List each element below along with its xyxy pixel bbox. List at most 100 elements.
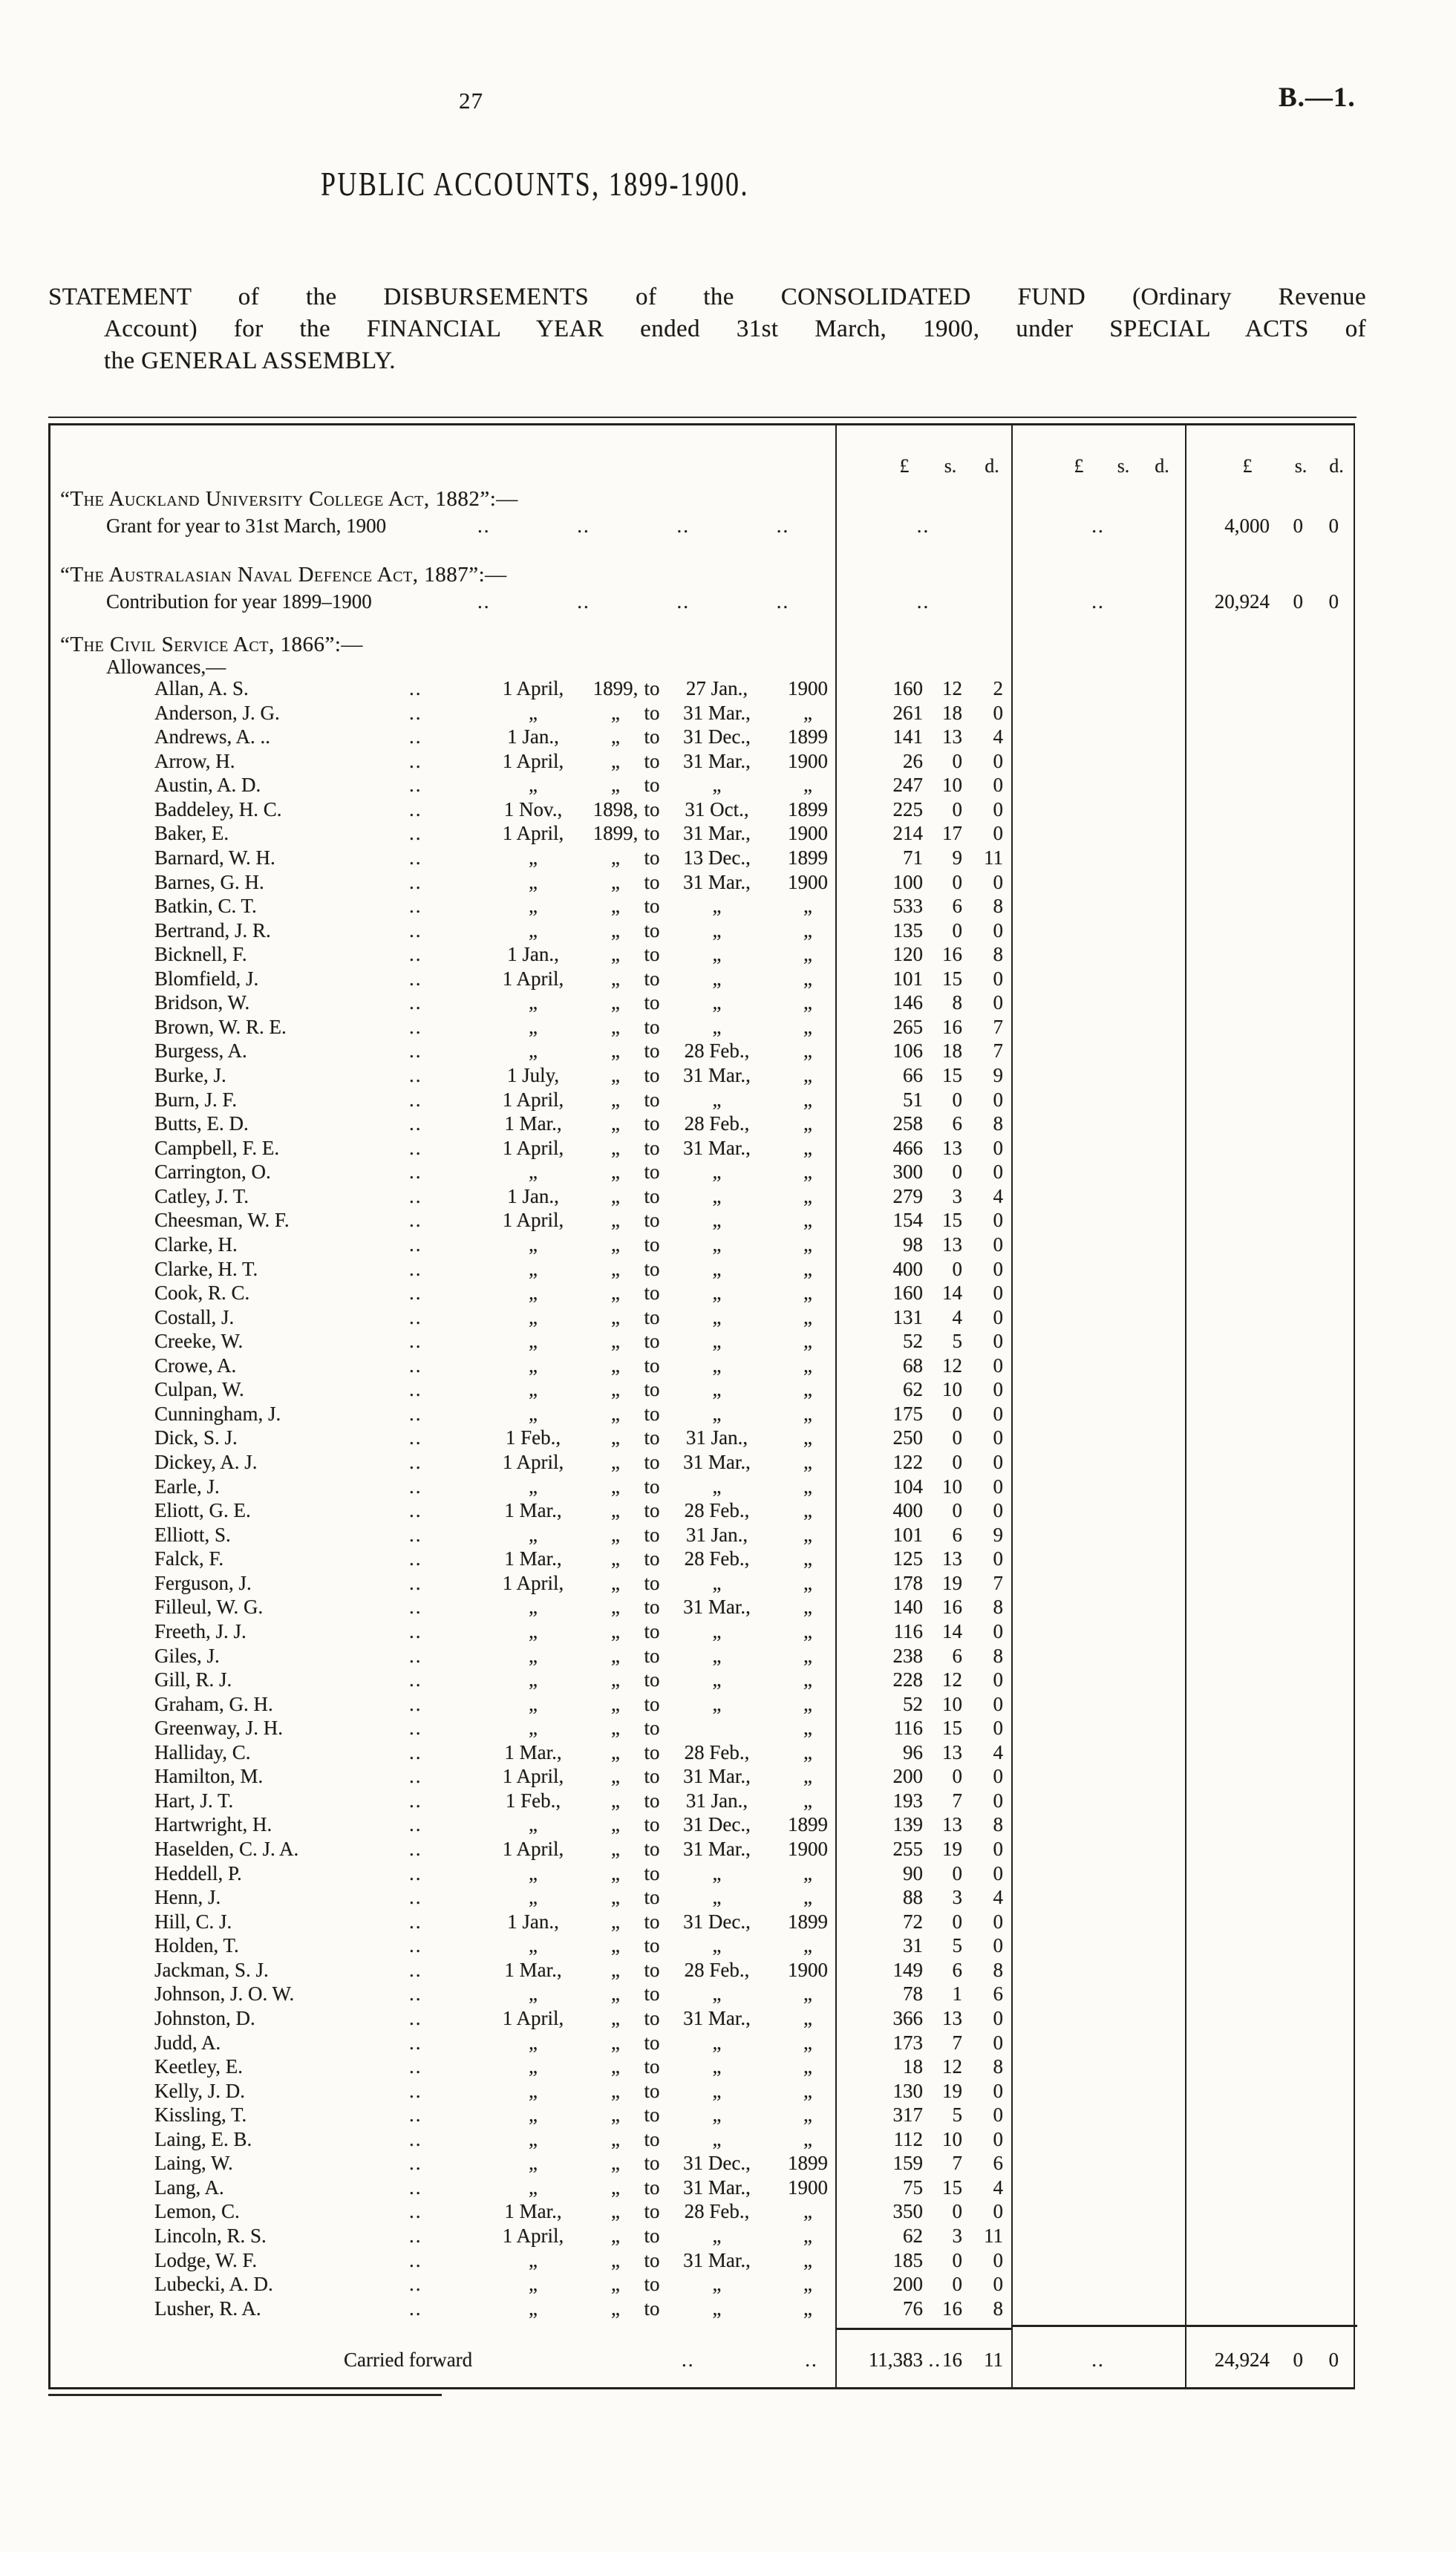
period-from-year: „ bbox=[611, 2104, 620, 2127]
amount-shillings: 13 bbox=[942, 1136, 962, 1159]
person-name: Cheesman, W. F. bbox=[154, 1209, 290, 1232]
period-to-year: „ bbox=[803, 1136, 812, 1159]
carried-forward-label: Carried forward bbox=[344, 2349, 473, 2371]
person-name: Anderson, J. G. bbox=[154, 701, 280, 724]
period-to-date: „ bbox=[712, 1088, 722, 1111]
amount-shillings: 14 bbox=[942, 1282, 962, 1305]
page-number: 27 bbox=[459, 88, 483, 114]
amount-shillings: 0 bbox=[952, 918, 963, 942]
leader-dots: .. bbox=[409, 1136, 422, 1159]
table-row: Johnston, D. .. 1 April, „ to 31 Mar., „… bbox=[50, 2006, 1357, 2031]
amount-shillings: 17 bbox=[942, 822, 962, 845]
period-from-year: 1899, bbox=[592, 822, 639, 845]
column-divider bbox=[1011, 425, 1013, 2387]
period-to-date: „ bbox=[712, 1668, 722, 1691]
to-label: to bbox=[644, 846, 660, 869]
period-to-year: „ bbox=[803, 1451, 812, 1473]
period-to-year: „ bbox=[803, 1282, 812, 1305]
amount-pounds: 149 bbox=[892, 1958, 924, 1981]
amount-pounds: 26 bbox=[903, 749, 923, 772]
table-row: Costall, J. .. „ „ to „ „ 131 4 0 bbox=[50, 1305, 1357, 1330]
amount-pence: 0 bbox=[993, 2273, 1004, 2296]
person-name: Austin, A. D. bbox=[154, 774, 261, 797]
amount-pence: 0 bbox=[1328, 590, 1339, 613]
amount-pounds: 116 bbox=[893, 1717, 924, 1740]
period-from-year: „ bbox=[611, 943, 620, 966]
period-to-year: „ bbox=[803, 1426, 812, 1449]
period-to-year: „ bbox=[803, 1015, 812, 1038]
person-name: Haselden, C. J. A. bbox=[154, 1838, 299, 1860]
table-row: Batkin, C. T. .. „ „ to „ „ 533 6 8 bbox=[50, 894, 1357, 918]
table-row: Lincoln, R. S. .. 1 April, „ to „ „ 62 3… bbox=[50, 2224, 1357, 2248]
table-row: Allan, A. S. .. 1 April, 1899, to 27 Jan… bbox=[50, 676, 1357, 701]
table-row: Henn, J. .. „ „ to „ „ 88 3 4 bbox=[50, 1885, 1357, 1910]
period-to-year: „ bbox=[803, 1209, 812, 1232]
table-row: Laing, W. .. „ „ to 31 Dec., 1899 159 7 … bbox=[50, 2151, 1357, 2176]
to-label: to bbox=[644, 1717, 660, 1740]
period-to-year: „ bbox=[803, 1934, 812, 1957]
amount-shillings: 1 bbox=[952, 1982, 963, 2006]
pound-header: £ bbox=[1242, 455, 1253, 477]
period-from-date: 1 April, bbox=[502, 967, 564, 990]
period-to-year: „ bbox=[803, 2200, 812, 2223]
period-to-year: „ bbox=[803, 2225, 812, 2247]
to-label: to bbox=[644, 1910, 660, 1933]
amount-pence: 11 bbox=[984, 2225, 1003, 2247]
table-row: Kissling, T. .. „ „ to „ „ 317 5 0 bbox=[50, 2103, 1357, 2127]
amount-shillings: 0 bbox=[1293, 590, 1304, 613]
period-from-date: 1 Mar., bbox=[504, 1112, 562, 1135]
amount-shillings: 6 bbox=[952, 1958, 963, 1981]
amount-pounds: 160 bbox=[892, 677, 924, 699]
period-to-date: „ bbox=[712, 2031, 722, 2054]
act-heading: “The Auckland University College Act, 18… bbox=[60, 487, 518, 511]
period-from-date: 1 Jan., bbox=[507, 943, 559, 966]
person-name: Blomfield, J. bbox=[154, 967, 259, 990]
period-to-date: 31 Mar., bbox=[683, 1596, 751, 1619]
table-row: Anderson, J. G. .. „ „ to 31 Mar., „ 261… bbox=[50, 701, 1357, 725]
amount-pence: 8 bbox=[993, 2055, 1004, 2078]
amount-shillings: 0 bbox=[952, 2273, 963, 2296]
person-name: Dickey, A. J. bbox=[154, 1451, 258, 1473]
period-to-date: „ bbox=[712, 1644, 722, 1667]
person-name: Jackman, S. J. bbox=[154, 1958, 269, 1981]
period-to-year: „ bbox=[803, 1596, 812, 1619]
amount-pounds: 76 bbox=[903, 2297, 923, 2320]
period-from-year: „ bbox=[611, 895, 620, 918]
amount-shillings: 6 bbox=[952, 1112, 963, 1135]
amount-pence: 8 bbox=[993, 1958, 1004, 1981]
period-from-date: 1 Mar., bbox=[504, 1547, 562, 1570]
amount-pounds: 98 bbox=[903, 1233, 923, 1256]
amount-pence: 0 bbox=[993, 967, 1004, 990]
period-to-year: „ bbox=[803, 2031, 812, 2054]
period-to-year: „ bbox=[803, 1886, 812, 1909]
period-to-year: „ bbox=[803, 1619, 812, 1642]
period-from-year: „ bbox=[611, 1305, 620, 1328]
period-from-year: 1899, bbox=[592, 677, 639, 699]
person-name: Brown, W. R. E. bbox=[154, 1015, 287, 1038]
amount-shillings: 14 bbox=[942, 1619, 962, 1642]
amount-pounds: 31 bbox=[903, 1934, 923, 1957]
leader-dots: .. .. .. .. bbox=[477, 515, 790, 537]
person-name: Keetley, E. bbox=[154, 2055, 243, 2078]
period-to-date: „ bbox=[712, 1257, 722, 1280]
amount-pence: 0 bbox=[993, 1282, 1004, 1305]
period-from-year: „ bbox=[611, 1958, 620, 1981]
total-shillings: 0 bbox=[1293, 2349, 1304, 2371]
period-from-year: „ bbox=[611, 1064, 620, 1086]
amount-pence: 9 bbox=[993, 1064, 1004, 1086]
to-label: to bbox=[644, 1789, 660, 1812]
amount-pounds: 78 bbox=[903, 1982, 923, 2006]
amount-pence: 0 bbox=[993, 1209, 1004, 1232]
amount-pounds: 66 bbox=[903, 1064, 923, 1086]
period-to-year: „ bbox=[803, 1233, 812, 1256]
to-label: to bbox=[644, 1765, 660, 1788]
period-from-year: „ bbox=[611, 1209, 620, 1232]
amount-pence: 0 bbox=[993, 2248, 1004, 2271]
amount-pounds: 122 bbox=[892, 1451, 924, 1473]
period-to-date: 31 Mar., bbox=[683, 2176, 751, 2199]
leader-dots: .. bbox=[409, 1982, 422, 2006]
to-label: to bbox=[644, 774, 660, 797]
to-label: to bbox=[644, 1740, 660, 1763]
table-row: Hill, C. J. .. 1 Jan., „ to 31 Dec., 189… bbox=[50, 1910, 1357, 1934]
leader-dots: .. bbox=[409, 1161, 422, 1184]
